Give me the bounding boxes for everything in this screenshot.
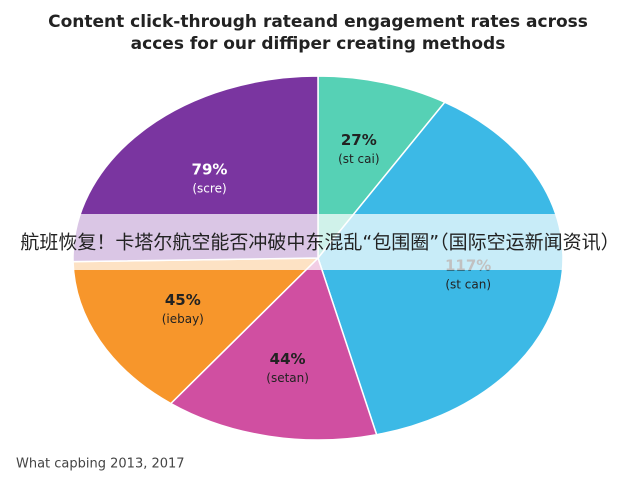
pie-slice — [317, 75, 446, 261]
value-label: 27% — [341, 131, 377, 149]
footer: What capbing 2013, 2017 — [16, 457, 185, 472]
value-label: 45% — [165, 291, 201, 309]
value-label: 44% — [270, 350, 306, 368]
pie-slice — [169, 256, 378, 441]
chart-title: acces for our diffiper creating methods — [131, 34, 506, 54]
value-label: 79% — [192, 161, 228, 179]
chart-title: Content click-through rateand engagement… — [48, 12, 588, 32]
banner-background — [0, 214, 640, 270]
category-label: (scre) — [192, 182, 226, 196]
category-label: (st cai) — [338, 152, 379, 166]
pie-slice — [72, 257, 320, 405]
category-label: (iebay) — [162, 312, 204, 326]
banner-text: 航班恢复！卡塔尔航空能否冲破中东混乱“包围圈”（国际空运新闻资讯） — [20, 232, 619, 254]
category-label: (setan) — [266, 371, 309, 385]
category-label: (st can) — [445, 277, 491, 291]
